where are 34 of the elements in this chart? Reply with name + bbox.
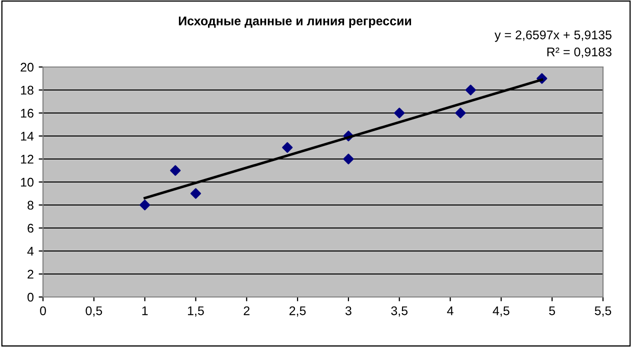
y-tick-label: 6 [28, 224, 34, 233]
y-tick-label: 18 [21, 86, 34, 95]
x-tick-label: 5,5 [594, 306, 612, 317]
y-tick-label: 12 [21, 154, 34, 164]
point [140, 200, 150, 210]
y-tick-label: 10 [21, 178, 34, 187]
text: y = 2,6597x + 5,9135 [494, 30, 612, 42]
text: R² = 0,9183 [547, 48, 612, 58]
point [190, 188, 202, 199]
point [170, 165, 181, 176]
y-tick-label: 20 [20, 62, 34, 72]
x-tick-label: 3,5 [391, 306, 408, 317]
x-tick-label: 2,5 [289, 306, 306, 317]
x-tick-label: 4 [447, 306, 454, 316]
x-tick-label: 1 [142, 306, 148, 316]
x-tick-label: 4,5 [492, 306, 510, 317]
y-tick-label: 2 [28, 270, 34, 279]
y-tick-label: 14 [21, 132, 34, 141]
point [282, 142, 293, 153]
chart-title: Исходные данные и линия регрессии [178, 16, 412, 28]
x-tick-label: 3 [345, 306, 352, 316]
x-tick-label: 0,5 [86, 306, 102, 317]
point [455, 108, 466, 118]
point [465, 84, 476, 96]
point [343, 154, 354, 164]
point [394, 108, 405, 118]
x-tick-label: 2 [244, 306, 250, 316]
x-tick-label: 1,5 [188, 306, 204, 317]
y-tick-label: 16 [21, 108, 34, 118]
x-tick-label: 0 [40, 306, 46, 316]
y-tick-label: 4 [27, 246, 34, 256]
y-tick-label: 0 [28, 292, 34, 302]
y-tick-label: 8 [28, 200, 34, 210]
x-tick-label: 5 [549, 306, 556, 316]
